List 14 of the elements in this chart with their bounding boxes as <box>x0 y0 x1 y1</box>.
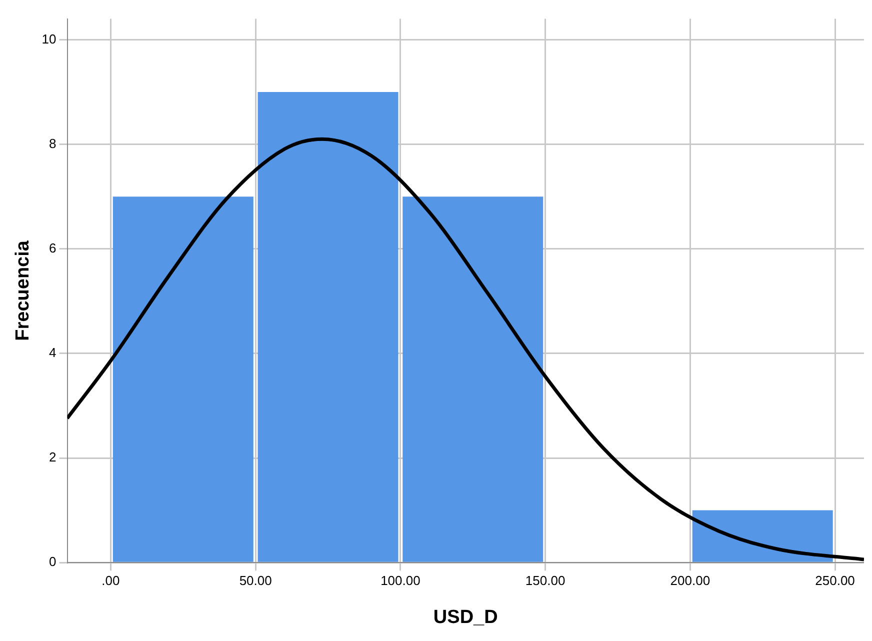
y-tick-label: 4 <box>49 345 56 360</box>
y-tick-label: 6 <box>49 240 56 256</box>
x-tick-label: 50.00 <box>239 572 272 588</box>
x-axis-title: USD_D <box>433 606 498 628</box>
y-tick-label: 2 <box>49 450 56 465</box>
y-tick-label: 8 <box>49 136 56 151</box>
x-tick-label: .00 <box>102 572 120 588</box>
x-tick-label: 150.00 <box>525 572 566 588</box>
x-tick-label: 100.00 <box>380 572 420 588</box>
y-axis-title: Frecuencia <box>12 240 34 341</box>
x-tick-label: 200.00 <box>670 572 710 588</box>
x-tick-label: 250.00 <box>815 572 855 588</box>
y-tick-label: 0 <box>49 554 56 570</box>
y-tick-label: 10 <box>42 31 56 46</box>
